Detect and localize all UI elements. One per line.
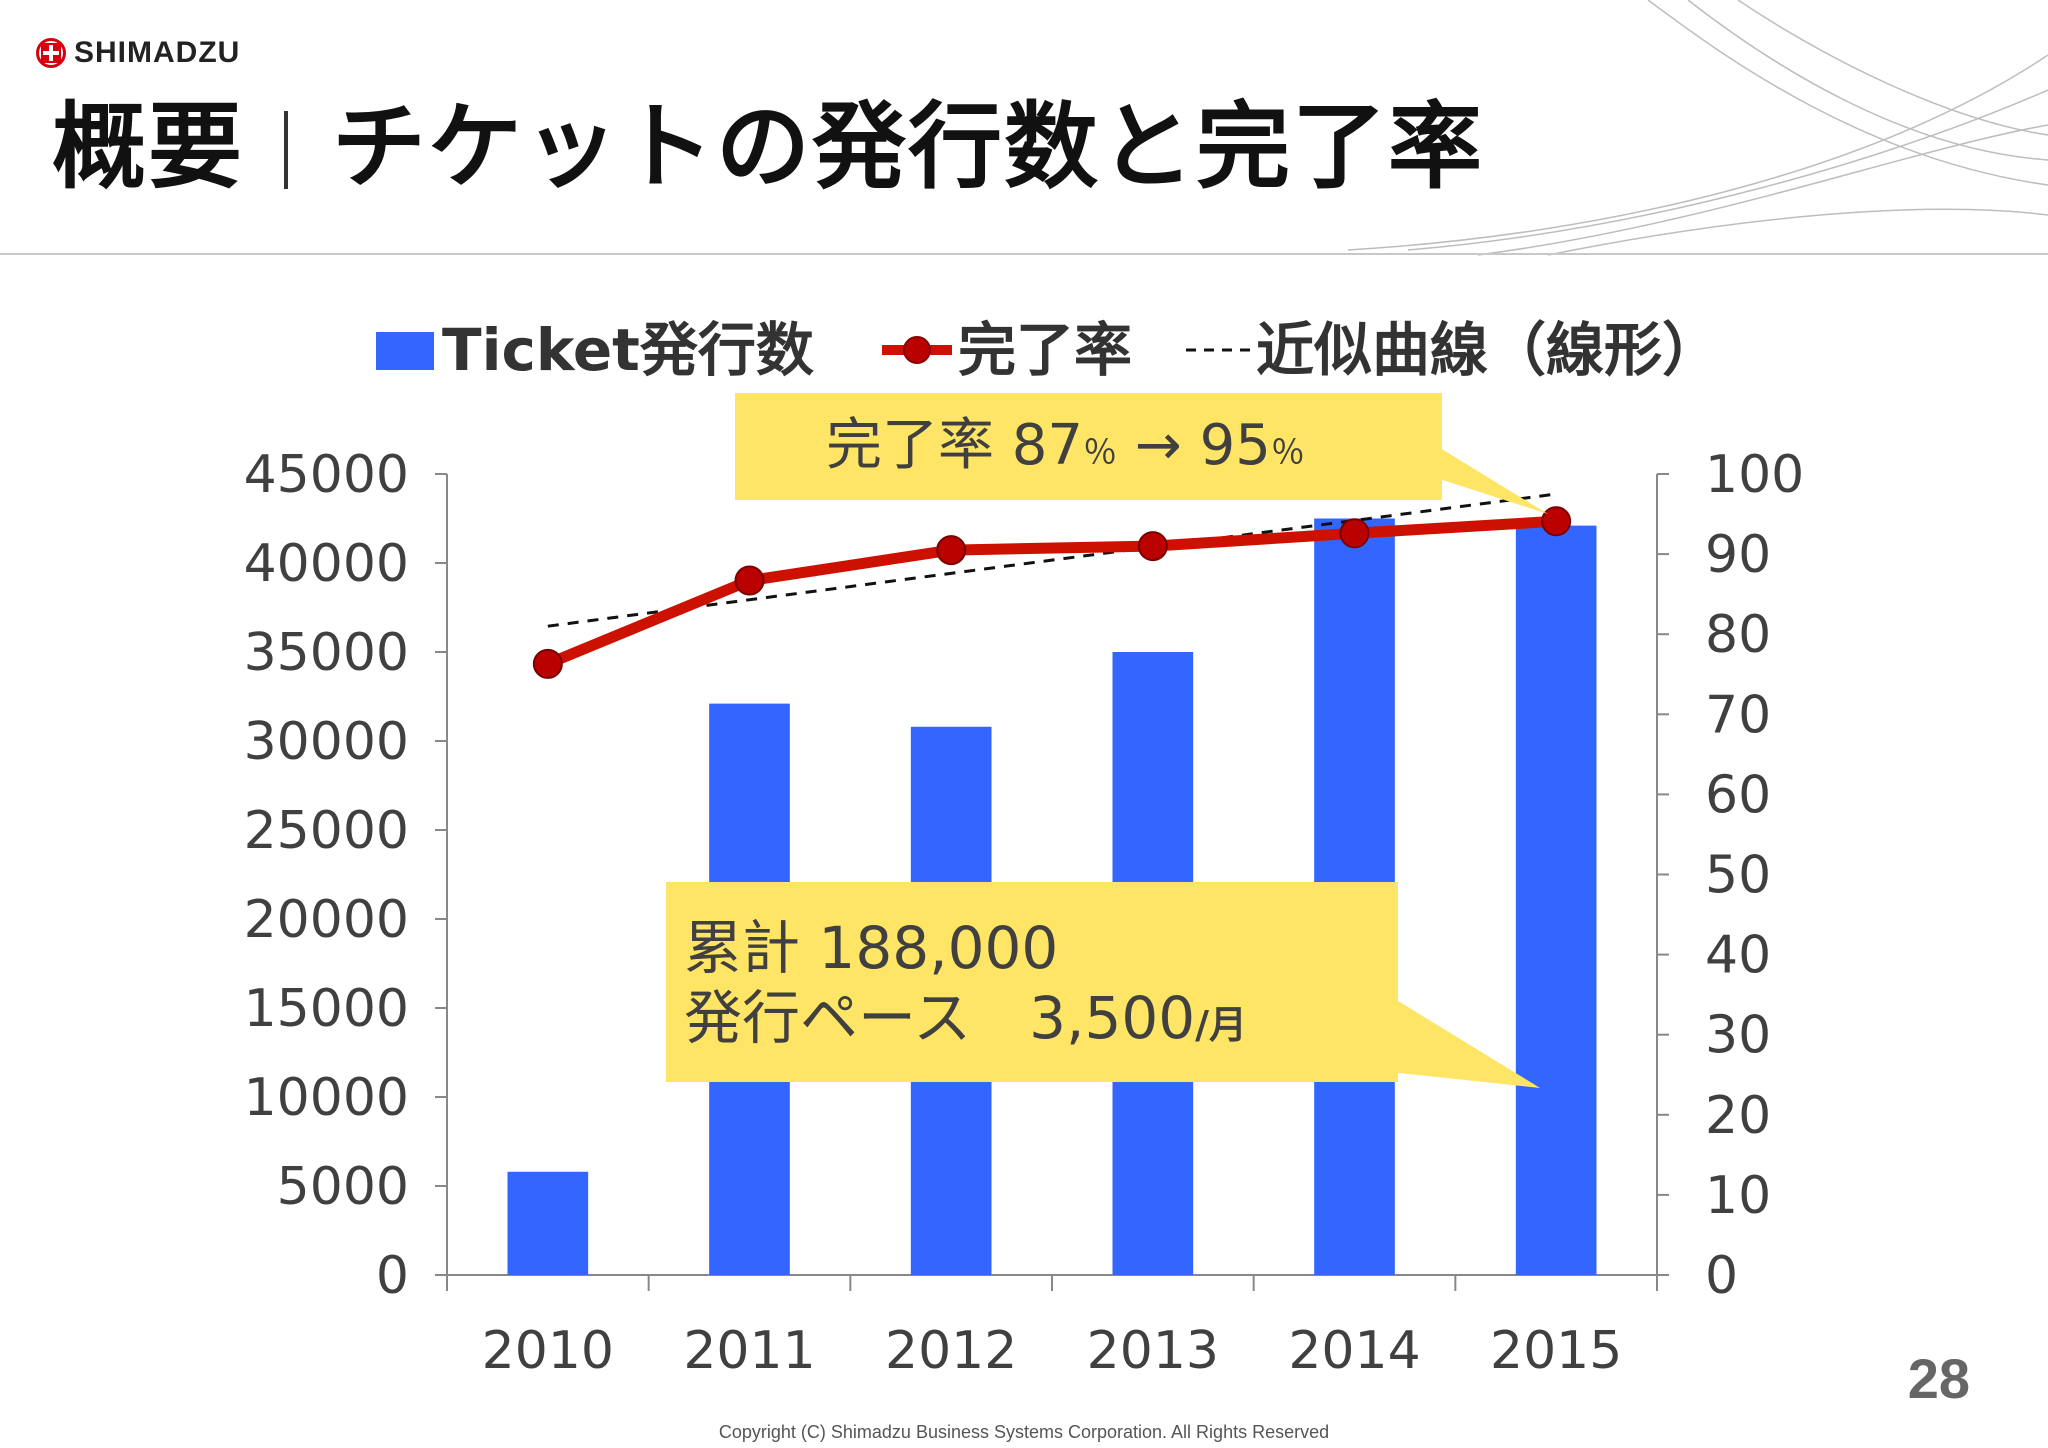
legend-bar-label: Ticket発行数	[442, 316, 814, 384]
callout-total-line-2: 発行ペース 3,500/月	[684, 984, 1247, 1052]
right-axis-tick-label: 40	[1705, 926, 1771, 986]
right-axis-tick-label: 50	[1705, 846, 1771, 906]
line-series	[532, 506, 1572, 679]
chart-legend: Ticket発行数 完了率 近似曲線（線形）	[376, 316, 1720, 384]
x-axis-tick-label: 2010	[482, 1321, 614, 1381]
legend-line-marker	[903, 336, 931, 364]
title-subject: チケットの発行数と完了率	[332, 93, 1485, 202]
shimadzu-logo-icon	[36, 38, 66, 68]
x-axis-labels: 2010 2011 2012 2013 2014 2015	[482, 1321, 1623, 1381]
callout-rate-main: 完了率 87	[826, 413, 1083, 478]
left-axis-tick-label: 35000	[244, 623, 409, 683]
callout-pointer	[1390, 996, 1540, 1088]
right-axis-tick-label: 90	[1705, 525, 1771, 585]
bar	[507, 1171, 589, 1275]
left-axis-tick-label: 20000	[244, 890, 409, 950]
line-point	[532, 648, 563, 679]
right-axis-tick-label: 10	[1705, 1166, 1771, 1226]
page-number: 28	[1907, 1347, 1970, 1410]
right-axis-tick-label: 60	[1705, 765, 1771, 825]
right-axis-tick-label: 80	[1705, 605, 1771, 665]
left-axis-labels: 0 5000 10000 15000 20000 25000 30000 35000 40000…	[244, 445, 409, 1306]
decorative-curves	[1348, 0, 2048, 256]
right-axis-ticks	[1657, 473, 1669, 1276]
left-axis-tick-label: 40000	[244, 534, 409, 594]
title-separator	[284, 111, 289, 189]
title-topic: 概要	[52, 93, 245, 202]
left-axis-tick-label: 10000	[244, 1068, 409, 1128]
callout-total-line-1: 累計 188,000	[684, 914, 1058, 982]
right-axis-tick-label: 70	[1705, 685, 1771, 745]
left-axis-tick-label: 45000	[244, 445, 409, 505]
callout-rate-unit-1: ％	[1083, 433, 1117, 473]
callout-rate-arrow: → 95	[1117, 413, 1271, 478]
line-point	[1137, 531, 1168, 562]
line-point	[936, 535, 967, 566]
callout-pointer	[1418, 448, 1548, 514]
line-point	[734, 565, 765, 596]
header-divider	[0, 253, 2048, 255]
line-point	[1541, 506, 1572, 537]
callout-pace-main: 発行ペース 3,500	[684, 984, 1195, 1052]
left-axis-ticks	[435, 473, 447, 1276]
copyright-notice: Copyright (C) Shimadzu Business Systems …	[718, 1422, 1330, 1442]
line-point	[1339, 518, 1370, 549]
right-axis-tick-label: 100	[1705, 445, 1804, 505]
left-axis-tick-label: 0	[376, 1246, 409, 1306]
x-axis-ticks	[446, 1275, 1658, 1291]
right-axis-tick-label: 0	[1705, 1246, 1738, 1306]
left-axis-tick-label: 30000	[244, 712, 409, 772]
legend-line-label: 完了率	[958, 316, 1132, 384]
left-axis-tick-label: 15000	[244, 979, 409, 1039]
x-axis-tick-label: 2013	[1087, 1321, 1219, 1381]
shimadzu-logo: SHIMADZU	[36, 38, 240, 68]
right-axis-labels: 0 10 20 30 40 50 60 70 80 90 100	[1705, 445, 1804, 1306]
x-axis-tick-label: 2012	[885, 1321, 1017, 1381]
logo-text: SHIMADZU	[74, 36, 241, 69]
callout-pace-unit: /月	[1195, 1003, 1247, 1047]
legend-bar-swatch	[376, 332, 434, 370]
x-axis-tick-label: 2011	[683, 1321, 815, 1381]
callout-rate-unit-2: ％	[1271, 433, 1305, 473]
trend-series	[547, 492, 1557, 628]
left-axis-tick-label: 25000	[244, 801, 409, 861]
callout-cumulative: 累計 188,000 発行ペース 3,500/月	[666, 882, 1540, 1088]
callout-box	[735, 393, 1442, 500]
page-title: 概要 チケットの発行数と完了率	[52, 92, 1484, 204]
completion-rate-line	[542, 515, 1562, 670]
right-axis-tick-label: 20	[1705, 1086, 1771, 1146]
bar	[1515, 525, 1597, 1275]
legend-trend-label: 近似曲線（線形）	[1256, 316, 1720, 384]
right-axis-tick-label: 30	[1705, 1006, 1771, 1066]
trend-line	[547, 492, 1557, 628]
x-axis-tick-label: 2014	[1288, 1321, 1420, 1381]
left-axis-tick-label: 5000	[277, 1157, 409, 1217]
callout-completion-rate: 完了率 87％ → 95％	[735, 393, 1548, 514]
plot-area: 0 5000 10000 15000 20000 25000 30000 35000 40000…	[244, 445, 1805, 1381]
x-axis-tick-label: 2015	[1490, 1321, 1622, 1381]
callout-rate-text: 完了率 87％ → 95％	[826, 413, 1305, 478]
callout-box	[666, 882, 1398, 1082]
